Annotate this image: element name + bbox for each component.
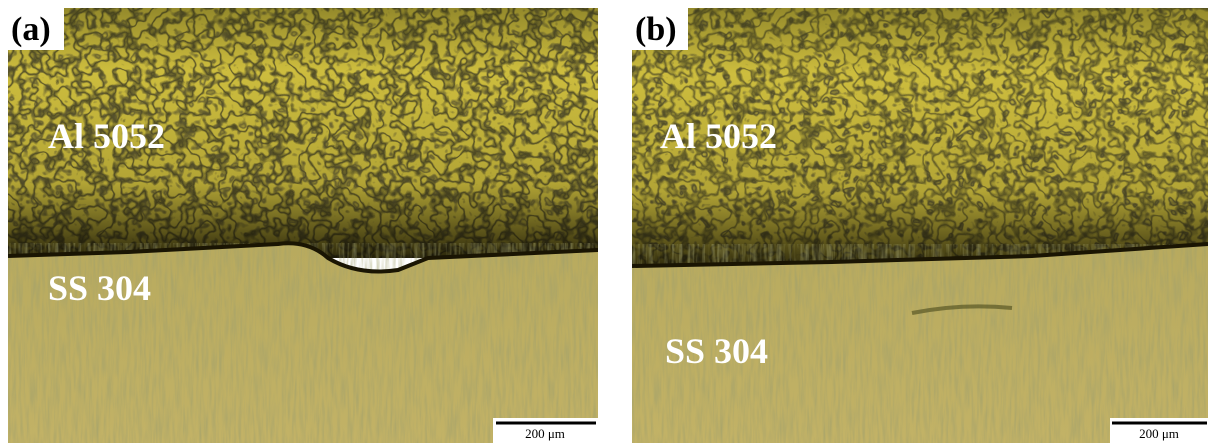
panel-b: (b) Al 5052 SS 304 200 μm — [632, 8, 1208, 443]
top-material: Al 5052 — [48, 116, 165, 156]
panel-label: (b) — [635, 11, 677, 48]
top-material: Al 5052 — [660, 116, 777, 156]
scale-label: 200 μm — [1139, 426, 1179, 441]
bottom-material: SS 304 — [48, 268, 151, 308]
panel-a: (a) Al 5052 SS 304 200 μm — [8, 8, 598, 443]
scale-label: 200 μm — [525, 426, 565, 441]
bottom-material: SS 304 — [665, 331, 768, 371]
panel-label: (a) — [11, 11, 51, 48]
figure: (a) Al 5052 SS 304 200 μm (b) Al 5052 SS… — [0, 0, 1208, 443]
